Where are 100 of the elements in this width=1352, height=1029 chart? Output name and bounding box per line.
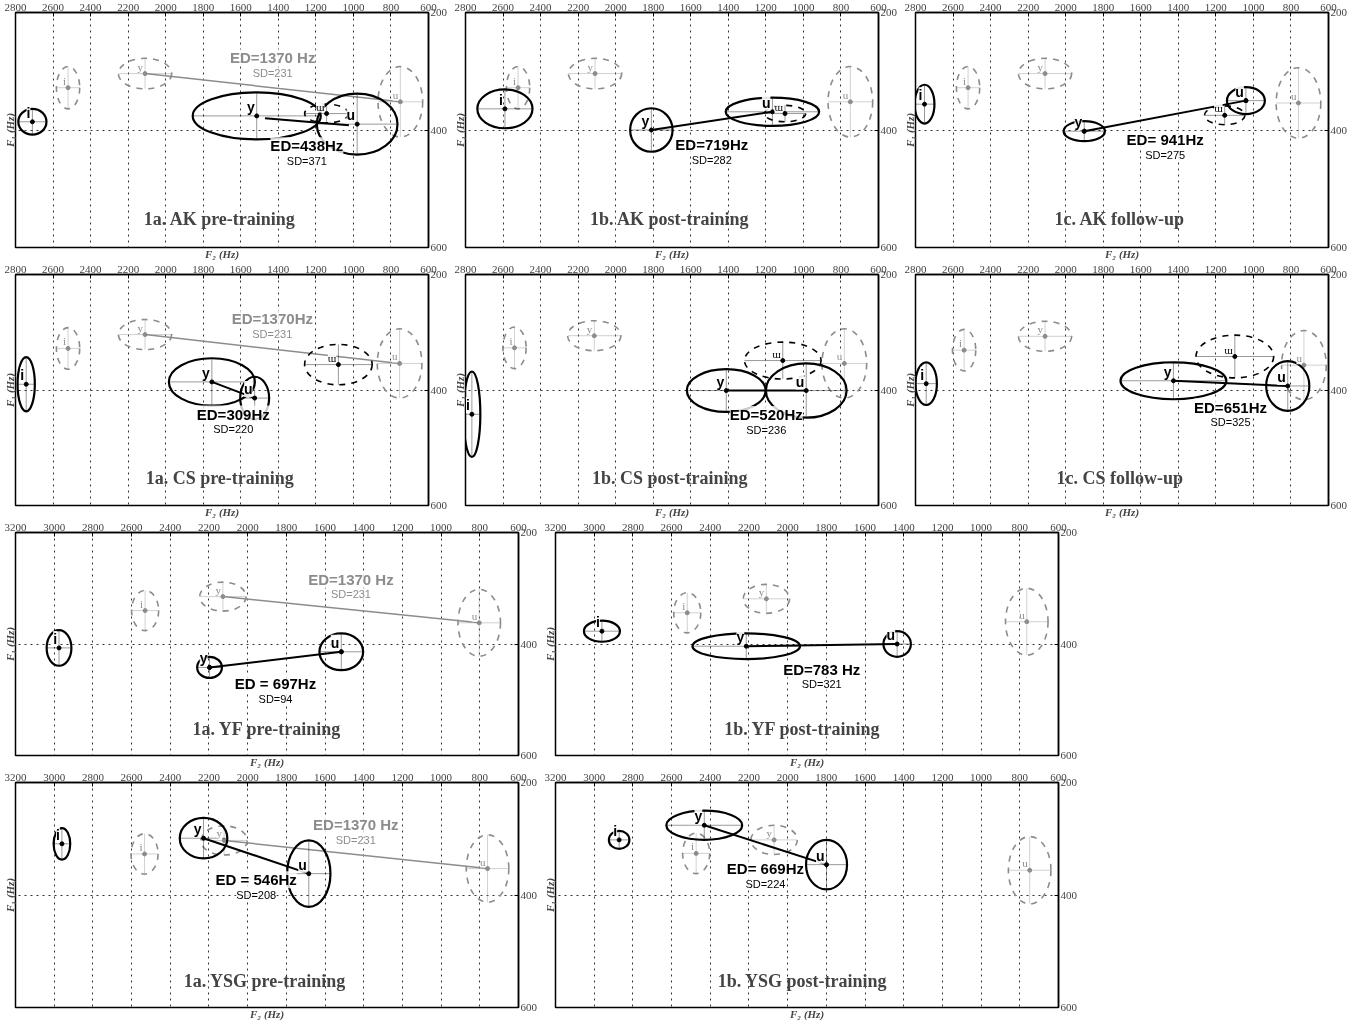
x-tick-label: 2600 (492, 0, 515, 13)
y-tick-label: 400 (430, 383, 448, 396)
point (591, 333, 597, 339)
y-tick-label: 400 (880, 123, 898, 136)
x-tick-label: 2000 (604, 0, 628, 13)
x-tick-label: 2000 (776, 520, 800, 533)
series-label: u (392, 350, 399, 363)
x-tick-label: 2000 (236, 520, 260, 533)
annotation: SD=282 (691, 153, 732, 166)
y-tick-label: 600 (1060, 749, 1078, 761)
series-label: u (392, 88, 399, 101)
x-tick-label: 2400 (79, 262, 103, 275)
series-label: ɯ (772, 347, 782, 360)
point (1027, 867, 1033, 873)
series-label: i (959, 337, 963, 350)
x-tick-label: 3200 (544, 520, 567, 533)
y-axis-title: F₁ (Hz) (3, 626, 17, 663)
x-axis-title: F₂ (Hz) (788, 1007, 825, 1021)
annotation: ED=651Hz (1194, 398, 1267, 416)
x-tick-label: 800 (1011, 770, 1029, 783)
x-tick-label: 2000 (236, 770, 260, 783)
point (894, 641, 900, 647)
series-label: u (1296, 352, 1303, 365)
x-tick-label: 1400 (717, 0, 740, 13)
series-label: i (613, 822, 618, 839)
series-label: i (63, 74, 67, 87)
x-tick-label: 2000 (154, 262, 178, 275)
x-tick-label: 2600 (942, 0, 965, 13)
y-axis-title: F₁ (Hz) (453, 372, 467, 409)
text: 1b. YF post-training (724, 718, 880, 739)
x-tick-label: 3000 (583, 520, 606, 533)
x-tick-label: 1000 (970, 520, 993, 533)
annotation: SD=275 (1145, 148, 1186, 161)
y-tick-label: 600 (520, 749, 538, 761)
x-tick-label: 1000 (342, 262, 365, 275)
x-tick-label: 1400 (892, 520, 916, 533)
series-label: u (346, 107, 356, 124)
x-tick-label: 1400 (267, 262, 290, 275)
series-label: i (26, 104, 31, 121)
x-tick-label: 2400 (699, 770, 722, 783)
x-tick-label: 1200 (931, 520, 954, 533)
series-label: i (20, 367, 25, 384)
point (318, 632, 365, 672)
x-tick-label: 2000 (154, 0, 178, 13)
series-label: i (465, 397, 470, 414)
text: 1a. YF pre-training (192, 718, 341, 739)
point (142, 71, 148, 77)
point (592, 71, 598, 77)
series-label: u (1290, 89, 1297, 102)
x-tick-label: 2800 (904, 262, 927, 275)
x-tick-label: 1400 (1167, 0, 1190, 13)
point (648, 127, 654, 133)
x-tick-label: 3000 (43, 770, 66, 783)
x-tick-label: 2200 (197, 520, 221, 533)
point (476, 620, 482, 626)
text: 1a. AK pre-training (143, 209, 295, 230)
x-tick-label: 1000 (792, 0, 815, 13)
x-axis-title: F₂ (Hz) (1103, 247, 1140, 261)
x-tick-label: 1000 (1242, 0, 1265, 13)
x-tick-label: 1400 (1167, 262, 1190, 275)
x-tick-label: 800 (1011, 520, 1029, 533)
x-tick-label: 2400 (159, 520, 182, 533)
series-label: i (499, 91, 503, 108)
point (629, 107, 674, 153)
y-tick-label: 400 (520, 637, 538, 650)
x-tick-label: 2800 (621, 770, 645, 783)
y-tick-label: 400 (1060, 637, 1078, 650)
x-tick-label: 2200 (567, 262, 590, 275)
series-label: u (836, 350, 843, 363)
x-tick-label: 1600 (229, 262, 253, 275)
x-tick-label: 2200 (1017, 262, 1040, 275)
x-tick-label: 2600 (42, 0, 65, 13)
x-tick-label: 1200 (931, 770, 954, 783)
y-axis-title: F₁ (Hz) (903, 112, 917, 149)
y-tick-label: 600 (430, 241, 448, 253)
point (397, 360, 403, 366)
x-tick-label: 2600 (660, 770, 684, 783)
x-tick-label: 2000 (776, 770, 800, 783)
point (841, 360, 847, 366)
series-label: y (641, 113, 650, 129)
x-tick-label: 1800 (642, 262, 665, 275)
series-label: y (215, 583, 222, 596)
text: 1c. AK follow-up (1054, 209, 1185, 230)
text: 1b. AK post-training (589, 209, 749, 230)
x-tick-label: 2800 (454, 262, 477, 275)
point (17, 107, 48, 136)
series-label: i (56, 826, 60, 843)
x-tick-label: 1800 (815, 520, 838, 533)
text: 1c. CS follow-up (1056, 467, 1184, 488)
series-label: y (766, 826, 773, 839)
series-label: ɯ (1224, 343, 1234, 356)
point (882, 630, 912, 658)
series-label: u (842, 88, 849, 101)
x-tick-label: 2600 (660, 520, 684, 533)
series-label: y (1037, 323, 1044, 336)
annotation: ED=520Hz (729, 406, 803, 424)
x-tick-label: 1800 (275, 520, 298, 533)
series-label: y (1074, 114, 1083, 131)
series-label: y (202, 364, 211, 381)
annotation: SD=208 (236, 888, 277, 901)
